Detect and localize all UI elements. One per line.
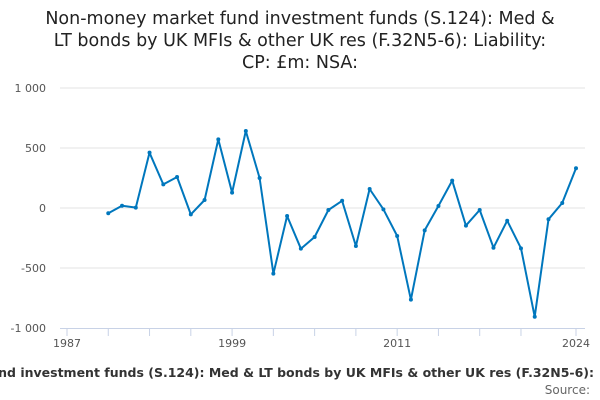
data-point <box>243 128 248 133</box>
chart-title-line: LT bonds by UK MFIs & other UK res (F.32… <box>53 31 547 51</box>
data-point <box>202 197 207 202</box>
y-tick-label: -500 <box>21 262 46 275</box>
data-point <box>298 246 303 251</box>
data-point <box>312 235 317 240</box>
data-point <box>326 208 331 213</box>
series-line <box>107 130 577 318</box>
chart-title-line: Non-money market fund investment funds (… <box>45 9 555 29</box>
data-point <box>574 166 578 171</box>
y-tick-label: -1 000 <box>11 322 46 335</box>
data-point <box>560 200 565 205</box>
x-tick-label: 1999 <box>218 337 246 350</box>
legend-series-label: fund investment funds (S.124): Med & LT … <box>0 365 594 380</box>
data-point <box>161 182 166 187</box>
data-point <box>518 246 523 251</box>
data-point <box>422 228 427 233</box>
data-point <box>147 150 152 155</box>
data-point <box>381 207 386 212</box>
data-point <box>175 175 180 180</box>
y-tick-label: 0 <box>39 202 46 215</box>
y-tick-label: 500 <box>25 142 46 155</box>
chart-title-line: CP: £m: NSA: <box>242 53 358 73</box>
data-point <box>477 208 482 213</box>
data-point <box>463 223 468 228</box>
data-point <box>546 217 551 222</box>
data-point <box>188 212 193 217</box>
data-point <box>505 218 510 223</box>
source-label: Source: <box>544 383 590 397</box>
data-point <box>340 198 345 203</box>
data-point <box>133 205 138 210</box>
x-tick-label: 2024 <box>562 337 590 350</box>
data-point <box>367 187 372 192</box>
x-tick-label: 1987 <box>53 337 81 350</box>
data-point <box>450 178 455 183</box>
data-point <box>271 271 276 276</box>
data-point <box>491 245 496 250</box>
data-point <box>395 233 400 238</box>
data-point <box>353 244 358 249</box>
data-point <box>285 214 290 219</box>
data-point <box>408 297 413 302</box>
data-point <box>106 211 111 216</box>
x-tick-label: 2011 <box>383 337 411 350</box>
data-point <box>436 203 441 208</box>
chart-title: Non-money market fund investment funds (… <box>0 8 600 74</box>
data-point <box>532 314 537 319</box>
y-tick-label: 1 000 <box>15 82 47 95</box>
data-point <box>257 176 262 180</box>
data-point <box>230 190 235 195</box>
data-point <box>120 203 125 208</box>
data-point <box>216 137 221 142</box>
